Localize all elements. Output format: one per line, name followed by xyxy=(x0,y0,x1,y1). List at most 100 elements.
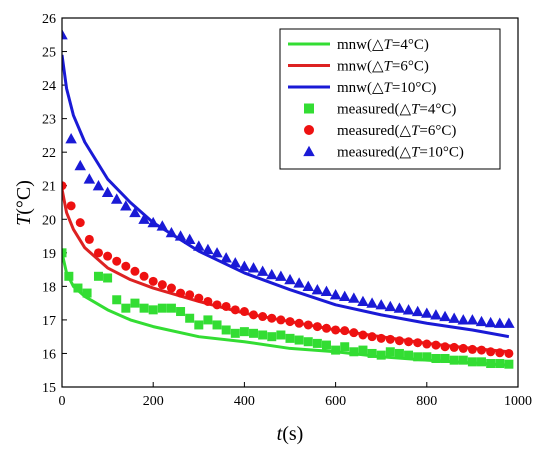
data-point xyxy=(176,307,186,317)
legend-box xyxy=(279,28,501,170)
data-point xyxy=(486,347,496,357)
data-point xyxy=(504,348,514,358)
data-point xyxy=(267,313,277,323)
data-point xyxy=(249,328,259,338)
data-point xyxy=(203,296,213,306)
data-point xyxy=(486,359,496,369)
data-point xyxy=(340,326,350,336)
data-point xyxy=(157,280,167,290)
data-point xyxy=(331,345,341,355)
data-point xyxy=(75,218,85,228)
data-point xyxy=(266,268,278,280)
data-point xyxy=(413,352,423,362)
data-point xyxy=(449,355,459,365)
legend-label: measured(△T=4°C) xyxy=(337,102,456,118)
data-point xyxy=(275,270,287,281)
data-point xyxy=(84,234,94,244)
data-point xyxy=(311,283,324,295)
data-point xyxy=(212,300,222,310)
data-point xyxy=(458,343,468,353)
data-point xyxy=(320,285,333,296)
data-point xyxy=(112,295,122,305)
data-point xyxy=(62,29,68,40)
data-point xyxy=(130,298,140,308)
data-point xyxy=(285,333,295,343)
legend-label: mnw(△T=4°C) xyxy=(337,37,429,53)
series-line xyxy=(62,54,510,339)
legend: mnw(△T=4°C) mnw(△T=6°C) mnw(△T=10°C) measur… xyxy=(279,28,501,170)
data-point xyxy=(166,283,176,293)
plot-frame xyxy=(61,17,519,388)
data-point xyxy=(312,338,322,348)
data-point xyxy=(338,290,351,302)
data-point xyxy=(348,292,360,303)
x-tick-label: 1000 xyxy=(504,394,532,409)
y-tick-label: 19 xyxy=(42,247,56,262)
x-tick-label: 400 xyxy=(234,394,255,409)
data-point xyxy=(349,328,359,338)
data-point xyxy=(83,173,96,184)
data-point xyxy=(312,322,322,332)
data-point xyxy=(375,299,387,310)
legend-marker-swatch xyxy=(304,103,314,114)
data-point xyxy=(138,213,150,224)
data-point xyxy=(393,302,406,313)
data-point xyxy=(440,353,450,363)
data-point xyxy=(448,312,460,323)
data-point xyxy=(439,310,451,322)
data-point xyxy=(147,216,159,228)
y-tick-label: 17 xyxy=(42,314,56,329)
data-point xyxy=(503,317,515,328)
data-point xyxy=(404,350,414,360)
data-point xyxy=(431,353,441,363)
data-point xyxy=(385,334,395,344)
data-point xyxy=(103,251,113,261)
data-point xyxy=(103,273,113,283)
data-point xyxy=(384,300,397,312)
data-point xyxy=(276,315,286,325)
data-point xyxy=(367,332,377,342)
data-point xyxy=(73,283,83,293)
y-tick-label: 26 xyxy=(42,12,56,27)
data-point xyxy=(256,265,269,276)
data-point xyxy=(293,277,305,288)
data-point xyxy=(358,330,368,340)
data-point xyxy=(430,309,442,320)
data-point xyxy=(495,348,505,358)
data-point xyxy=(239,327,249,337)
series-line xyxy=(62,188,510,354)
legend-marker-swatch xyxy=(304,125,314,135)
data-point xyxy=(366,297,378,308)
data-point xyxy=(92,179,105,191)
y-tick-label: 22 xyxy=(42,146,56,161)
data-point xyxy=(284,273,296,285)
data-point xyxy=(82,288,92,298)
data-point xyxy=(62,181,67,191)
data-point xyxy=(194,320,204,330)
data-point xyxy=(303,337,313,347)
data-point xyxy=(221,301,231,311)
data-point xyxy=(402,304,415,315)
data-point xyxy=(174,230,187,241)
data-point xyxy=(121,303,131,313)
y-tick-label: 15 xyxy=(42,381,56,396)
data-point xyxy=(458,355,468,365)
data-point xyxy=(221,325,231,335)
data-point xyxy=(121,261,131,271)
data-point xyxy=(422,339,432,349)
legend-marker-swatch xyxy=(303,145,315,157)
data-point xyxy=(477,345,487,355)
data-point xyxy=(101,186,114,198)
y-tick-label: 20 xyxy=(42,213,56,228)
data-point xyxy=(457,314,470,325)
data-point xyxy=(193,240,205,251)
data-point xyxy=(475,315,488,327)
data-point xyxy=(466,314,479,325)
data-point xyxy=(321,340,331,350)
data-point xyxy=(66,201,76,211)
data-point xyxy=(139,271,149,281)
data-point xyxy=(148,305,158,315)
data-point xyxy=(484,316,497,328)
y-tick-label: 18 xyxy=(42,280,56,295)
data-point xyxy=(385,347,395,357)
